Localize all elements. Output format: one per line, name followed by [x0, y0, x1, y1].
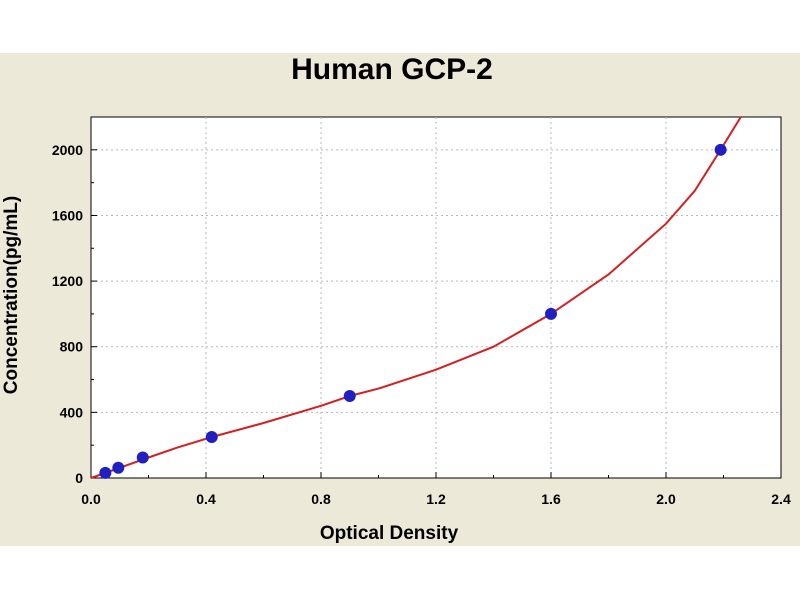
y-axis-label: Concentration(pg/mL) [1, 196, 22, 394]
y-tick-label: 1200 [52, 273, 83, 289]
fit-curve [90, 116, 742, 479]
x-tick-label: 0.8 [311, 491, 331, 507]
fit-curve-layer [90, 116, 742, 479]
y-tick-label: 400 [60, 404, 84, 420]
data-point [99, 466, 112, 479]
x-tick-label: 2.4 [771, 491, 791, 507]
data-point [136, 451, 149, 464]
data-points [99, 143, 727, 479]
x-tick-label: 1.2 [426, 491, 446, 507]
data-point [545, 307, 557, 320]
x-tick-label: 0.4 [196, 491, 216, 507]
chart-title: Human GCP-2 [291, 53, 493, 86]
x-tick-label: 1.6 [541, 491, 561, 507]
y-tick-label: 0 [75, 470, 83, 486]
standard-curve-chart: Human GCP-2 0.0 0.4 0.8 1.2 1.6 2.0 2.4 0 400 800… [1, 53, 791, 544]
x-tick-label: 0.0 [81, 491, 101, 507]
data-point [205, 430, 218, 443]
chart-panel: Human GCP-2 0.0 0.4 0.8 1.2 1.6 2.0 2.4 0 400 800… [0, 53, 800, 546]
data-point [112, 461, 125, 474]
axis-ticks: 0.0 0.4 0.8 1.2 1.6 2.0 2.4 0 400 800 1200 1600 2000 [52, 142, 791, 507]
y-tick-label: 800 [60, 339, 84, 355]
data-point [714, 143, 727, 156]
data-point [343, 389, 356, 402]
y-tick-label: 1600 [52, 207, 83, 223]
x-axis-label: Optical Density [320, 523, 459, 544]
x-tick-label: 2.0 [656, 491, 676, 507]
y-tick-label: 2000 [52, 142, 83, 158]
grid [91, 117, 781, 478]
